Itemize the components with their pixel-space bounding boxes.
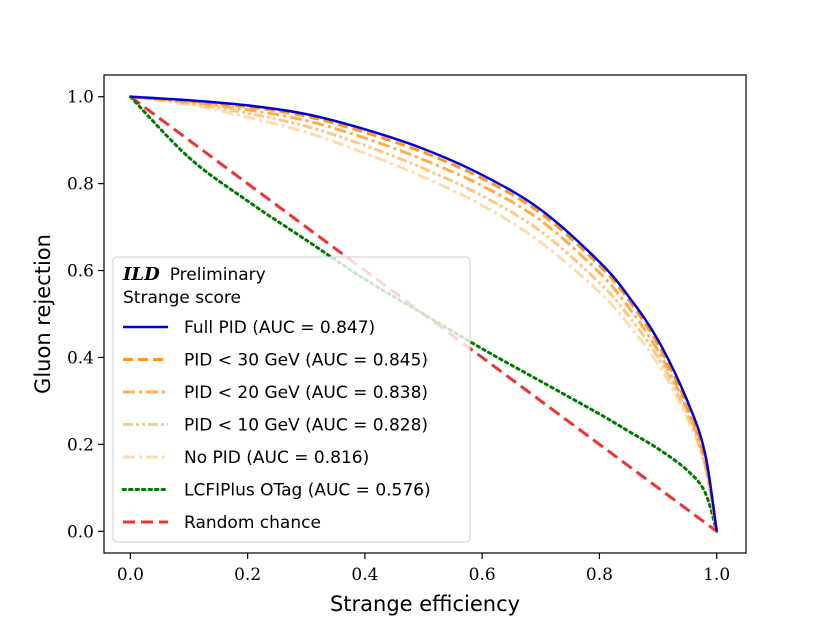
legend-subtitle: Strange score: [123, 288, 241, 308]
legend-entries: Full PID (AUC = 0.847) PID < 30 GeV (AUC …: [121, 318, 431, 533]
series-line-2: [130, 95, 719, 532]
legend-entry-label: PID < 30 GeV (AUC = 0.845): [184, 351, 428, 371]
x-tick-label: 0.8: [586, 565, 613, 585]
x-tick-label: 0.6: [469, 565, 496, 585]
legend-entry-label: Random chance: [184, 513, 321, 533]
legend-title-ild: ILD: [122, 264, 160, 285]
series-line-3: [130, 95, 719, 532]
y-axis-label: Gluon rejection: [31, 234, 55, 394]
legend-title: ILD Preliminary: [122, 264, 266, 285]
x-tick-label: 0.2: [234, 565, 261, 585]
series-line-1: [130, 95, 718, 532]
legend-title-preliminary: Preliminary: [170, 265, 266, 285]
y-tick-label: 0.0: [67, 522, 94, 542]
legend-entry-label: No PID (AUC = 0.816): [184, 448, 369, 468]
legend-entry-label: PID < 10 GeV (AUC = 0.828): [184, 416, 428, 436]
series-line-6: [128, 95, 719, 533]
x-axis-label: Strange efficiency: [330, 592, 520, 616]
legend-entry-label: Full PID (AUC = 0.847): [184, 318, 375, 338]
ticks-layer: 0.0 0.2 0.4 0.6 0.8 1.0 0.0 0.2 0.4 0.6 0.8 1.0: [67, 88, 730, 585]
y-tick-label: 0.2: [67, 435, 94, 455]
legend-entry-label: LCFIPlus OTag (AUC = 0.576): [184, 481, 431, 501]
x-tick-label: 1.0: [703, 565, 730, 585]
y-tick-label: 0.6: [67, 262, 94, 282]
series-line-5: [130, 95, 719, 532]
y-tick-label: 1.0: [67, 88, 94, 108]
plot-frame: [103, 74, 747, 554]
x-tick-label: 0.0: [117, 565, 144, 585]
y-tick-label: 0.8: [67, 175, 94, 195]
series-line-7: [129, 95, 718, 533]
series-layer: [128, 95, 719, 533]
series-line-4: [130, 95, 719, 532]
legend-box: [112, 256, 471, 543]
y-tick-label: 0.4: [67, 348, 94, 368]
x-tick-label: 0.4: [351, 565, 378, 585]
legend: ILD Preliminary Strange score Full PID (…: [112, 256, 471, 543]
legend-entry-label: PID < 20 GeV (AUC = 0.838): [184, 383, 428, 403]
